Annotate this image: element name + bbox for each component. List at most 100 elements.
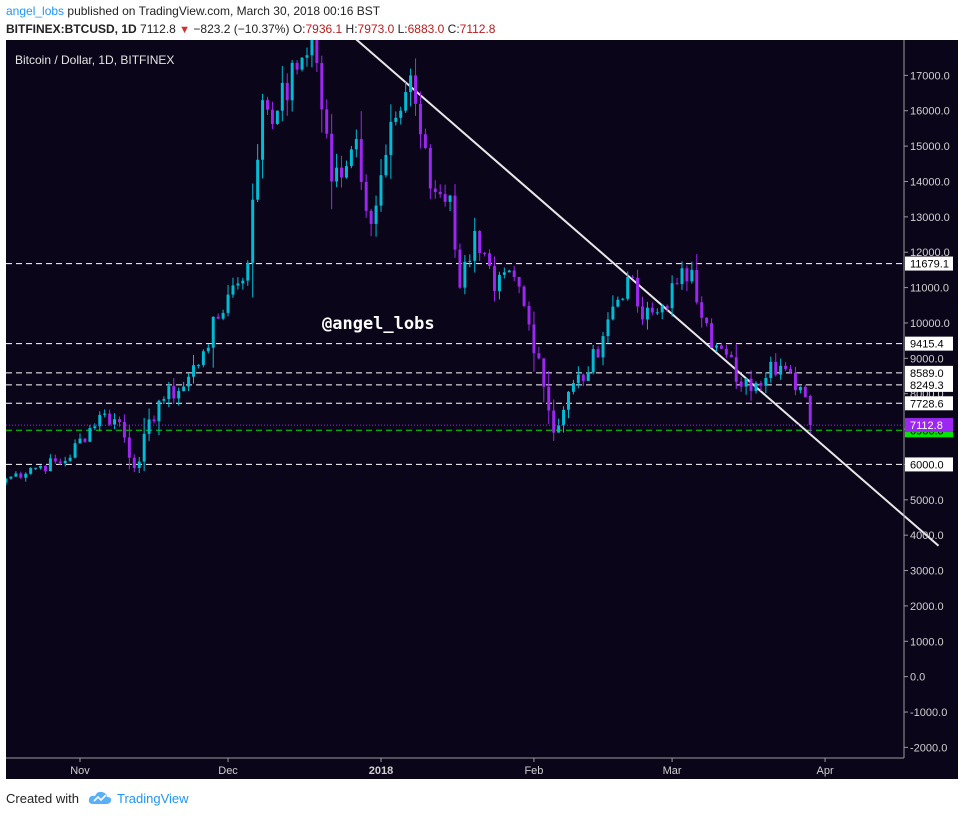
- candle-body: [488, 253, 492, 267]
- candle-body: [261, 100, 265, 160]
- x-tick-label: Dec: [218, 765, 238, 777]
- candle-body: [483, 252, 487, 254]
- candle-body: [601, 336, 605, 358]
- candle-body: [241, 280, 245, 284]
- candle-body: [779, 365, 783, 375]
- candle-body: [650, 307, 654, 313]
- candle-body: [517, 276, 521, 287]
- candle-body: [93, 426, 97, 429]
- candle-body: [78, 438, 82, 444]
- candle-body: [700, 302, 704, 318]
- candle-body: [290, 62, 294, 101]
- candle-body: [354, 139, 358, 150]
- candle-body: [147, 419, 151, 434]
- candle-body: [24, 473, 28, 478]
- candle-body: [542, 358, 546, 387]
- candle-body: [567, 391, 570, 410]
- candle-body: [473, 230, 477, 261]
- published-text: published on TradingView.com, March 30, …: [67, 4, 381, 18]
- candle-body: [497, 274, 501, 292]
- candle-body: [537, 353, 541, 359]
- candle-body: [665, 306, 669, 309]
- candle-body: [715, 345, 718, 348]
- candle-body: [137, 461, 141, 468]
- y-tick-label: 4000.0: [910, 530, 944, 542]
- candle-body: [399, 110, 403, 118]
- tradingview-link[interactable]: TradingView: [117, 791, 189, 806]
- candle-body: [98, 414, 102, 427]
- candle-body: [428, 148, 432, 189]
- open-value: 7936.1: [305, 22, 343, 36]
- candle-body: [690, 269, 694, 282]
- open-label: O:: [292, 22, 306, 36]
- candle-body: [438, 191, 442, 195]
- level-tag: 11679.1: [910, 259, 949, 271]
- candle-body: [29, 467, 33, 474]
- candle-body: [557, 425, 561, 433]
- candle-body: [122, 421, 126, 438]
- y-tick-label: 1000.0: [910, 636, 944, 648]
- candle-body: [68, 457, 72, 461]
- candle-body: [576, 374, 580, 384]
- candle-body: [453, 195, 457, 250]
- candle-body: [142, 433, 146, 462]
- candle-body: [285, 82, 289, 101]
- candle-body: [764, 377, 768, 386]
- high-label: H:: [345, 22, 358, 36]
- tradingview-cloud-icon: [88, 791, 112, 804]
- candle-body: [330, 133, 334, 182]
- level-tag-bg: [905, 377, 953, 392]
- last-price-tag: 7112.8: [910, 420, 943, 432]
- candle-body: [305, 55, 309, 58]
- candle-body: [300, 57, 304, 70]
- candle-body: [655, 312, 659, 314]
- footer: Created with TradingView: [0, 780, 964, 816]
- y-tick-label: 9000.0: [910, 353, 944, 365]
- candle-body: [226, 294, 230, 313]
- candle-body: [739, 381, 743, 387]
- candle-body: [270, 109, 274, 124]
- candle-body: [448, 195, 452, 202]
- level-tag: 8589.0: [910, 368, 944, 380]
- candle-body: [310, 40, 314, 56]
- chart-title: Bitcoin / Dollar, 1D, BITFINEX: [15, 53, 174, 67]
- candle-body: [221, 312, 225, 319]
- candle-body: [211, 316, 215, 348]
- candle-body: [206, 347, 210, 352]
- candle-body: [626, 276, 630, 299]
- candle-body: [729, 354, 733, 358]
- candle-body: [359, 139, 363, 182]
- candle-body: [127, 437, 131, 458]
- candle-body: [670, 283, 674, 309]
- candle-body: [636, 277, 640, 307]
- candle-body: [379, 175, 383, 206]
- low-label: L:: [397, 22, 408, 36]
- high-value: 7973.0: [357, 22, 395, 36]
- candle-body: [512, 270, 516, 277]
- candle-body: [749, 378, 753, 392]
- candle-body: [113, 419, 117, 425]
- price-chart[interactable]: Bitcoin / Dollar, 1D, BITFINEX @angel_lo…: [6, 40, 958, 779]
- candle-body: [349, 149, 353, 167]
- candle-body: [492, 266, 496, 292]
- candle-body: [759, 383, 763, 386]
- candle-body: [58, 461, 62, 464]
- level-tag: 7728.6: [910, 398, 944, 410]
- author-link[interactable]: angel_lobs: [6, 4, 65, 18]
- candle-body: [685, 268, 689, 282]
- candle-body: [280, 82, 284, 111]
- candle-body: [616, 299, 620, 307]
- y-tick-label: 12000.0: [910, 247, 950, 259]
- y-tick-label: -1000.0: [910, 707, 947, 719]
- candle-body: [596, 349, 600, 358]
- candle-body: [621, 298, 625, 300]
- candle-body: [162, 399, 166, 401]
- candle-body: [256, 159, 260, 200]
- candle-body: [132, 457, 136, 468]
- level-tag-bg: [905, 336, 953, 351]
- candle-body: [295, 62, 299, 70]
- y-tick-label: 17000.0: [910, 70, 950, 82]
- candle-body: [48, 458, 52, 472]
- close-value: 7112.8: [459, 22, 496, 36]
- candle-body: [591, 349, 595, 373]
